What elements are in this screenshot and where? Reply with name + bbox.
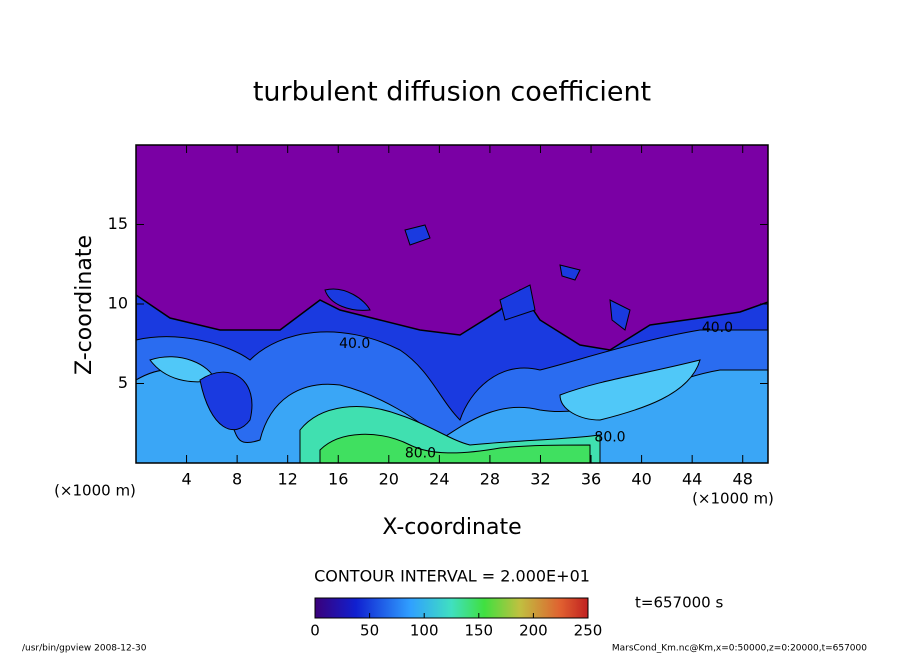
footer-right: MarsCond_Km.nc@Km,x=0:50000,z=0:20000,t=…: [612, 644, 867, 654]
y-tick-label: 10: [108, 294, 128, 313]
y-axis-label: Z-coordinate: [72, 235, 97, 375]
x-tick-label: 36: [581, 470, 601, 489]
x-tick-label: 20: [379, 470, 399, 489]
colorbar: [314, 597, 589, 619]
colorbar-tick-label: 250: [574, 622, 603, 640]
colorbar-tick-label: 200: [519, 622, 548, 640]
colorbar-tick-label: 0: [310, 622, 320, 640]
colorbar-tick-label: 150: [464, 622, 493, 640]
x-tick-label: 40: [631, 470, 651, 489]
x-tick-label: 16: [328, 470, 348, 489]
contour-label: 80.0: [594, 430, 625, 446]
contour-interval: CONTOUR INTERVAL = 2.000E+01: [314, 567, 590, 586]
x-tick-label: 32: [530, 470, 550, 489]
x-tick-label: 8: [232, 470, 242, 489]
footer-left: /usr/bin/gpview 2008-12-30: [22, 644, 147, 654]
x-tick-label: 4: [181, 470, 191, 489]
chart-title: turbulent diffusion coefficient: [253, 77, 651, 108]
x-tick-label: 24: [429, 470, 449, 489]
x-tick-label: 44: [682, 470, 702, 489]
y-tick-label: 15: [108, 214, 128, 233]
time-label: t=657000 s: [635, 594, 723, 612]
contour-label: 80.0: [405, 445, 436, 461]
contour-label: 40.0: [702, 320, 733, 336]
x-tick-label: 12: [278, 470, 298, 489]
colorbar-tick-label: 50: [360, 622, 379, 640]
x-tick-label: 28: [480, 470, 500, 489]
contour-label: 40.0: [339, 336, 370, 352]
colorbar-tick-label: 100: [410, 622, 439, 640]
x-axis-label: X-coordinate: [382, 515, 521, 540]
contour-field: [136, 145, 768, 463]
x-tick-label: 48: [733, 470, 753, 489]
y-tick-label: 5: [118, 373, 128, 392]
y-axis-unit: (×1000 m): [54, 482, 136, 500]
x-axis-unit: (×1000 m): [692, 490, 774, 508]
